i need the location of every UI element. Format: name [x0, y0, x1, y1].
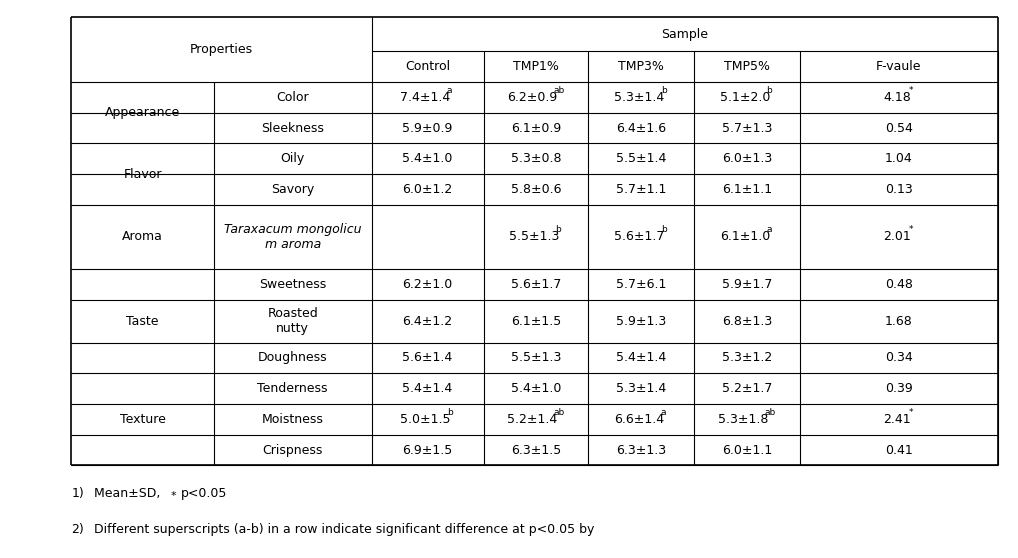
- Text: 5.4±1.4: 5.4±1.4: [402, 382, 453, 395]
- Text: 6.8±1.3: 6.8±1.3: [722, 315, 773, 328]
- Text: 5.4±1.0: 5.4±1.0: [402, 152, 453, 165]
- Text: Flavor: Flavor: [123, 167, 162, 181]
- Text: 6.4±1.6: 6.4±1.6: [616, 122, 667, 134]
- Text: ab: ab: [554, 407, 565, 417]
- Text: 6.1±1.0: 6.1±1.0: [720, 230, 771, 243]
- Text: 6.3±1.5: 6.3±1.5: [511, 444, 561, 456]
- Text: 2.41: 2.41: [883, 413, 911, 426]
- Text: Tenderness: Tenderness: [258, 382, 328, 395]
- Text: *: *: [909, 225, 913, 234]
- Text: Taste: Taste: [126, 315, 159, 328]
- Text: 5.3±1.2: 5.3±1.2: [722, 352, 773, 364]
- Text: 5.1±2.0: 5.1±2.0: [720, 91, 771, 104]
- Text: 6.1±1.5: 6.1±1.5: [511, 315, 561, 328]
- Text: Mean±SD,: Mean±SD,: [94, 487, 164, 499]
- Text: 1.68: 1.68: [885, 315, 913, 328]
- Text: 5.6±1.4: 5.6±1.4: [402, 352, 453, 364]
- Text: 2): 2): [71, 523, 84, 536]
- Text: 5.6±1.7: 5.6±1.7: [614, 230, 665, 243]
- Text: 0.48: 0.48: [885, 278, 913, 291]
- Text: Sample: Sample: [661, 27, 709, 41]
- Text: a: a: [447, 85, 452, 95]
- Text: a: a: [661, 407, 666, 417]
- Text: 6.1±0.9: 6.1±0.9: [511, 122, 561, 134]
- Text: 5.2±1.4: 5.2±1.4: [507, 413, 557, 426]
- Text: 5.5±1.4: 5.5±1.4: [616, 152, 667, 165]
- Text: 4.18: 4.18: [883, 91, 911, 104]
- Text: 5.4±1.4: 5.4±1.4: [616, 352, 667, 364]
- Text: 5.5±1.3: 5.5±1.3: [511, 352, 561, 364]
- Text: b: b: [447, 407, 453, 417]
- Text: 1): 1): [71, 487, 84, 499]
- Text: p<0.05: p<0.05: [181, 487, 228, 499]
- Text: TMP5%: TMP5%: [724, 60, 771, 73]
- Text: 6.6±1.4: 6.6±1.4: [614, 413, 665, 426]
- Text: *: *: [909, 407, 913, 417]
- Text: 5.3±1.8: 5.3±1.8: [718, 413, 769, 426]
- Text: Different superscripts (a-b) in a row indicate significant difference at p<0.05 : Different superscripts (a-b) in a row in…: [94, 523, 595, 536]
- Text: 6.1±1.1: 6.1±1.1: [722, 183, 773, 196]
- Text: 5.4±1.0: 5.4±1.0: [511, 382, 561, 395]
- Text: 0.54: 0.54: [885, 122, 913, 134]
- Text: a: a: [767, 225, 772, 234]
- Text: 0.34: 0.34: [885, 352, 913, 364]
- Text: 5.6±1.7: 5.6±1.7: [511, 278, 561, 291]
- Text: 5.3±1.4: 5.3±1.4: [616, 382, 667, 395]
- Text: 6.2±1.0: 6.2±1.0: [402, 278, 453, 291]
- Text: b: b: [661, 85, 667, 95]
- Text: 5.2±1.7: 5.2±1.7: [722, 382, 773, 395]
- Text: Roasted
nutty: Roasted nutty: [268, 307, 318, 335]
- Text: Sweetness: Sweetness: [259, 278, 327, 291]
- Text: Properties: Properties: [189, 43, 253, 56]
- Text: 5.7±1.1: 5.7±1.1: [616, 183, 667, 196]
- Text: Savory: Savory: [271, 183, 315, 196]
- Text: 6.9±1.5: 6.9±1.5: [402, 444, 453, 456]
- Text: 5.7±1.3: 5.7±1.3: [722, 122, 773, 134]
- Text: 5.9±1.3: 5.9±1.3: [616, 315, 667, 328]
- Text: Color: Color: [276, 91, 309, 104]
- Text: 2.01: 2.01: [883, 230, 911, 243]
- Text: TMP3%: TMP3%: [618, 60, 665, 73]
- Text: Aroma: Aroma: [122, 230, 163, 243]
- Text: 5.9±0.9: 5.9±0.9: [402, 122, 453, 134]
- Text: 5.5±1.3: 5.5±1.3: [509, 230, 559, 243]
- Text: 6.3±1.3: 6.3±1.3: [616, 444, 667, 456]
- Text: 5.7±6.1: 5.7±6.1: [616, 278, 667, 291]
- Text: 0.13: 0.13: [885, 183, 913, 196]
- Text: 0.39: 0.39: [885, 382, 913, 395]
- Text: Oily: Oily: [281, 152, 304, 165]
- Text: ab: ab: [554, 85, 565, 95]
- Text: Control: Control: [405, 60, 450, 73]
- Text: ab: ab: [765, 407, 776, 417]
- Text: 5.8±0.6: 5.8±0.6: [511, 183, 561, 196]
- Text: 5.3±1.4: 5.3±1.4: [614, 91, 665, 104]
- Text: b: b: [555, 225, 561, 234]
- Text: 6.4±1.2: 6.4±1.2: [402, 315, 453, 328]
- Text: 0.41: 0.41: [885, 444, 913, 456]
- Text: *: *: [171, 491, 177, 501]
- Text: b: b: [661, 225, 667, 234]
- Text: 5.9±1.7: 5.9±1.7: [722, 278, 773, 291]
- Text: 1.04: 1.04: [885, 152, 913, 165]
- Text: Doughness: Doughness: [258, 352, 328, 364]
- Text: 5.3±0.8: 5.3±0.8: [511, 152, 561, 165]
- Text: *: *: [909, 85, 913, 95]
- Text: 6.0±1.2: 6.0±1.2: [402, 183, 453, 196]
- Text: 5.0±1.5: 5.0±1.5: [400, 413, 451, 426]
- Text: 6.0±1.3: 6.0±1.3: [722, 152, 773, 165]
- Text: b: b: [767, 85, 773, 95]
- Text: Sleekness: Sleekness: [262, 122, 324, 134]
- Text: TMP1%: TMP1%: [513, 60, 559, 73]
- Text: Appearance: Appearance: [105, 106, 180, 119]
- Text: Texture: Texture: [119, 413, 166, 426]
- Text: F-vaule: F-vaule: [876, 60, 921, 73]
- Text: Crispness: Crispness: [263, 444, 323, 456]
- Text: Moistness: Moistness: [262, 413, 324, 426]
- Text: 6.2±0.9: 6.2±0.9: [507, 91, 557, 104]
- Text: Taraxacum mongolicu
m aroma: Taraxacum mongolicu m aroma: [224, 223, 361, 251]
- Text: 6.0±1.1: 6.0±1.1: [722, 444, 773, 456]
- Text: 7.4±1.4: 7.4±1.4: [400, 91, 451, 104]
